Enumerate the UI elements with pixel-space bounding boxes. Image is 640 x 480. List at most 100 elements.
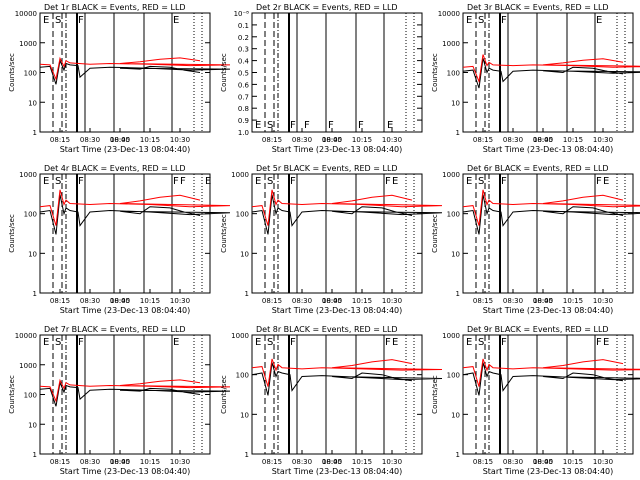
marker-letter: E — [603, 176, 609, 187]
marker-letter: E — [596, 15, 602, 26]
y-tick-label: 0.1 — [238, 22, 249, 30]
y-tick-label: 1000 — [19, 40, 37, 48]
panel-title: Det 2r BLACK = Events, RED = LLD — [256, 3, 398, 12]
x-tick-label: 10:30 — [170, 297, 190, 305]
x-tick-label: 08:15 — [473, 297, 493, 305]
marker-letter: E — [43, 337, 49, 348]
marker-letter: E — [43, 176, 49, 187]
x-axis-label: Start Time (23-Dec-13 08:04:40) — [483, 467, 614, 476]
series-events-line — [251, 362, 443, 396]
marker-letter: F — [173, 176, 179, 187]
panel-det-1: Det 1r BLACK = Events, RED = LLD Counts/s… — [8, 3, 231, 154]
x-tick-label: 10:00 — [533, 136, 553, 144]
y-tick-label: 10000 — [15, 10, 37, 18]
x-tick-label: 08:15 — [262, 297, 282, 305]
marker-letter: E — [466, 176, 472, 187]
marker-letter: E — [205, 176, 211, 187]
y-tick-label: 0.3 — [238, 46, 249, 54]
marker-letter: F — [78, 337, 84, 348]
y-tick-label: 0.5 — [238, 70, 249, 78]
y-axis-label: Counts/sec — [220, 53, 228, 92]
x-tick-label: 10:15 — [140, 136, 160, 144]
series-events-line — [251, 194, 443, 235]
y-tick-label: 0.7 — [238, 93, 249, 101]
plot-frame — [251, 173, 423, 294]
marker-letter: E — [466, 337, 472, 348]
x-axis-label: Start Time (23-Dec-13 08:04:40) — [60, 306, 191, 315]
x-tick-label: 08:45 — [322, 297, 342, 305]
y-tick-label: 10 — [28, 421, 37, 429]
panel-det-5: Det 5r BLACK = Events, RED = LLD Counts/s… — [220, 164, 443, 315]
y-tick-label: 10 — [451, 411, 460, 419]
x-tick-label: 08:15 — [262, 136, 282, 144]
y-tick-label: 1 — [33, 451, 37, 459]
x-tick-label: 10:15 — [352, 136, 372, 144]
marker-letter: E — [43, 15, 49, 26]
y-axis-label: Counts/sec — [8, 375, 16, 414]
plot-frame — [462, 334, 634, 455]
x-tick-label: 08:15 — [50, 458, 70, 466]
marker-letter: F — [290, 337, 296, 348]
y-tick-label: 100 — [236, 211, 249, 219]
marker-letter: F — [358, 120, 364, 131]
series-lld-line — [462, 358, 640, 387]
panel-title: Det 9r BLACK = Events, RED = LLD — [467, 325, 609, 334]
y-tick-label: 1000 — [442, 332, 460, 340]
y-tick-label: 10 — [28, 99, 37, 107]
panel-det-2: Det 2r BLACK = Events, RED = LLD Counts/s… — [220, 3, 423, 154]
y-tick-label: 1 — [456, 129, 460, 137]
x-tick-label: 10:00 — [110, 297, 130, 305]
y-tick-label: 100 — [24, 70, 37, 78]
x-axis-label: Start Time (23-Dec-13 08:04:40) — [483, 306, 614, 315]
series-lld-line — [251, 358, 443, 387]
marker-letter: F — [304, 120, 310, 131]
y-tick-label: 10 — [451, 250, 460, 258]
x-tick-label: 10:15 — [140, 297, 160, 305]
y-tick-label: 1 — [33, 129, 37, 137]
series-lld-line — [251, 189, 443, 226]
x-tick-label: 08:30 — [292, 458, 312, 466]
panel-title: Det 5r BLACK = Events, RED = LLD — [256, 164, 398, 173]
y-tick-label: 100 — [236, 372, 249, 380]
x-tick-label: 08:45 — [533, 136, 553, 144]
y-tick-label: 0.6 — [238, 81, 250, 89]
x-tick-label: 10:30 — [593, 136, 613, 144]
y-tick-label: 10 — [240, 411, 249, 419]
y-tick-label: 10000 — [15, 332, 37, 340]
y-tick-label: 100 — [447, 211, 460, 219]
marker-letter: E — [603, 337, 609, 348]
plot-frame — [462, 173, 634, 294]
y-tick-label: 0.8 — [238, 105, 249, 113]
x-tick-label: 08:45 — [322, 458, 342, 466]
x-tick-label: 08:45 — [322, 136, 342, 144]
series-events-line — [462, 362, 640, 396]
x-tick-label: 10:30 — [593, 297, 613, 305]
marker-letter: F — [290, 120, 296, 131]
x-axis-label: Start Time (23-Dec-13 08:04:40) — [272, 467, 403, 476]
x-tick-label: 08:30 — [80, 297, 100, 305]
x-tick-label: 08:30 — [80, 136, 100, 144]
x-tick-label: 08:30 — [80, 458, 100, 466]
x-tick-label: 08:30 — [292, 136, 312, 144]
marker-letter: S — [55, 176, 61, 187]
x-axis-label: Start Time (23-Dec-13 08:04:40) — [272, 145, 403, 154]
y-tick-label: 1 — [456, 451, 460, 459]
marker-letter: E — [255, 176, 261, 187]
marker-letter: F — [501, 176, 507, 187]
series-events-line — [39, 194, 231, 235]
x-tick-label: 08:30 — [292, 297, 312, 305]
marker-letter: E — [173, 337, 179, 348]
series-lld-line — [462, 54, 640, 84]
y-axis-label: Counts/sec — [8, 53, 16, 92]
x-tick-label: 10:30 — [170, 458, 190, 466]
x-tick-label: 10:30 — [382, 136, 402, 144]
marker-letter: S — [478, 337, 484, 348]
y-tick-label: 0.2 — [238, 34, 249, 42]
y-axis-label: Counts/sec — [8, 214, 16, 253]
marker-letter: S — [267, 120, 273, 131]
marker-letter: S — [267, 337, 273, 348]
y-tick-label: 0.9 — [238, 117, 249, 125]
y-tick-label: 1.0 — [238, 129, 249, 137]
marker-letter: E — [255, 337, 261, 348]
